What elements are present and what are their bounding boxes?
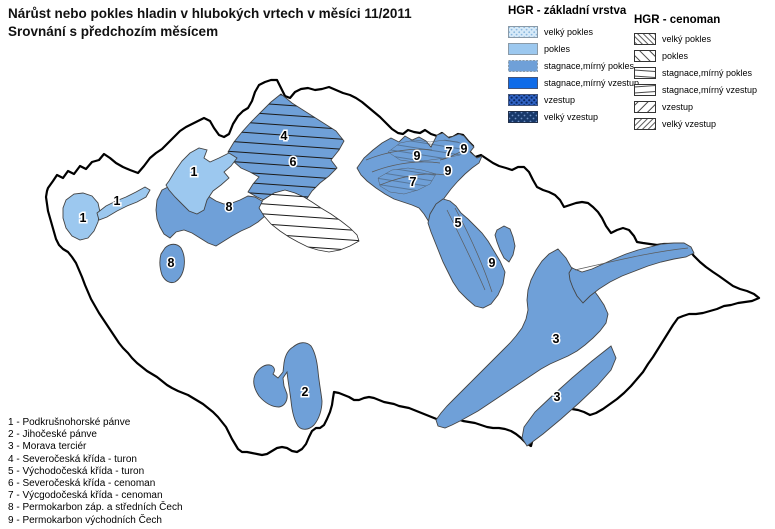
legend-swatch-stagnace-mirny-vzestup-icon <box>508 77 538 89</box>
region-marker: 1 <box>80 211 87 225</box>
region-1-west <box>62 192 101 241</box>
legend-item-label: velký pokles <box>544 27 594 37</box>
legend-cenoman: HGR - cenoman velký pokles pokles stagna… <box>634 5 772 135</box>
sub-region-borders <box>365 147 689 293</box>
region-marker: 9 <box>414 149 421 163</box>
region-marker: 3 <box>554 390 561 404</box>
region-index-item: 5 - Východočeská křída - turon <box>8 465 145 477</box>
region-marker: 3 <box>553 332 560 346</box>
legend-item: stagnace,mírný vzestup <box>634 84 772 96</box>
legend-item-label: pokles <box>662 51 689 61</box>
region-marker: 8 <box>226 200 233 214</box>
page-title: Nárůst nebo pokles hladin v hlubokých vr… <box>8 5 412 41</box>
legend-item-label: velký vzestup <box>544 112 599 122</box>
legend-swatch-cen-pokles-icon <box>634 50 656 62</box>
legend-base-layer: HGR - základní vrstva velký pokles pokle… <box>508 5 639 128</box>
legend-item: velký pokles <box>508 26 634 38</box>
legend-cenoman-title: HGR - cenoman <box>634 14 721 26</box>
legend-item-label: pokles <box>544 44 571 54</box>
region-index-item: 8 - Permokarbon záp. a středních Čech <box>8 502 183 514</box>
legend-item: stagnace,mírný pokles <box>634 67 772 79</box>
legend-swatch-stagnace-mirny-pokles-icon <box>508 60 538 72</box>
legend-item-label: stagnace,mírný vzestup <box>662 85 758 95</box>
legend-base-title: HGR - základní vrstva <box>508 5 627 17</box>
region-index-item: 9 - Permokarbon východních Čech <box>8 514 162 526</box>
region-5-east-lobe <box>494 225 516 263</box>
page-title-line2: Srovnání s předchozím měsícem <box>8 24 219 39</box>
region-marker: 9 <box>489 256 496 270</box>
region-5-9-east <box>427 198 506 309</box>
legend-item: velký vzestup <box>634 118 772 130</box>
region-marker: 7 <box>410 175 417 189</box>
legend-item-label: stagnace,mírný pokles <box>662 68 753 78</box>
legend-item-label: stagnace,mírný vzestup <box>544 78 640 88</box>
region-3-ne-arm <box>568 242 695 304</box>
region-marker: 5 <box>455 216 462 230</box>
legend-swatch-cen-velky-pokles-icon <box>634 33 656 45</box>
region-marker: 8 <box>168 256 175 270</box>
region-index-item: 6 - Severočeská křída - cenoman <box>8 478 156 490</box>
region-cenoman-white-hatch <box>258 189 360 253</box>
region-4-6-cenoman-hatch <box>228 94 344 231</box>
region-marker: 1 <box>114 194 121 208</box>
legend-swatch-velky-vzestup-icon <box>508 111 538 123</box>
legend-item-label: velký vzestup <box>662 119 717 129</box>
legend-item: pokles <box>508 43 634 55</box>
legend-item-label: vzestup <box>544 95 576 105</box>
region-marker: 1 <box>191 165 198 179</box>
region-marker: 9 <box>445 164 452 178</box>
legend-item: pokles <box>634 50 772 62</box>
region-2 <box>253 342 323 430</box>
legend-swatch-cen-stagnace-mirny-pokles-icon <box>634 67 656 79</box>
page-title-line1: Nárůst nebo pokles hladin v hlubokých vr… <box>8 6 412 21</box>
region-markers: 1 1 1 4 6 8 8 9 7 9 9 7 5 9 3 3 2 <box>78 128 562 406</box>
region-marker: 9 <box>461 142 468 156</box>
legend-swatch-vzestup-icon <box>508 94 538 106</box>
region-index-item: 4 - Severočeská křída - turon <box>8 453 137 465</box>
region-1-big <box>165 147 238 215</box>
region-index-list: 1 - Podkrušnohorské pánve 2 - Jihočeské … <box>8 417 183 527</box>
region-marker: 4 <box>281 129 288 143</box>
region-index-item: 7 - Výcgodočeská křída - cenoman <box>8 490 163 502</box>
legend-item: velký pokles <box>634 33 772 45</box>
region-marker: 7 <box>446 145 453 159</box>
legend-swatch-velky-pokles-icon <box>508 26 538 38</box>
legend-item: vzestup <box>634 101 772 113</box>
legend-swatch-cen-stagnace-mirny-vzestup-icon <box>634 84 656 96</box>
country-outline <box>44 78 761 457</box>
legend-item-label: vzestup <box>662 102 694 112</box>
legend-swatch-cen-vzestup-icon <box>634 101 656 113</box>
legend-item: velký vzestup <box>508 111 634 123</box>
legend-item: stagnace,mírný pokles <box>508 60 634 72</box>
legend-swatch-pokles-icon <box>508 43 538 55</box>
legend-item-label: stagnace,mírný pokles <box>544 61 635 71</box>
region-3-north-band <box>435 248 609 429</box>
region-index-item: 2 - Jihočeské pánve <box>8 429 97 441</box>
region-index-item: 3 - Morava terciér <box>8 441 87 453</box>
legend-swatch-cen-velky-vzestup-icon <box>634 118 656 130</box>
legend-item: stagnace,mírný vzestup <box>508 77 639 89</box>
legend-item: vzestup <box>508 94 634 106</box>
region-marker: 2 <box>302 385 309 399</box>
region-8-small <box>159 243 185 284</box>
region-1-middle <box>96 186 151 221</box>
region-index-item: 1 - Podkrušnohorské pánve <box>8 417 131 428</box>
legend-item-label: velký pokles <box>662 34 712 44</box>
region-3-south-band <box>521 345 617 447</box>
region-marker: 6 <box>290 155 297 169</box>
